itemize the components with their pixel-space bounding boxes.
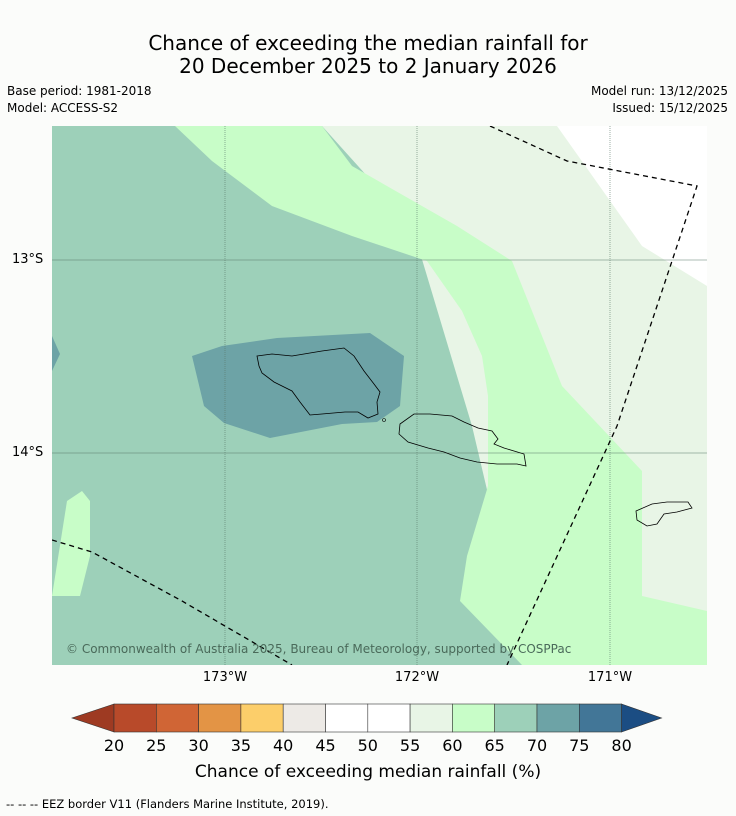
colorbar-tick-label: 60 [442,736,463,755]
colorbar-box [367,703,411,733]
colorbar-tick-label: 35 [230,736,252,755]
colorbar-box [409,703,453,733]
island-upolu [398,413,527,467]
colorbar-tick-label: 55 [399,736,421,755]
base-period: Base period: 1981-2018 [7,84,152,98]
map-title-line1: Chance of exceeding the median rainfall … [148,31,588,55]
copyright-text: © Commonwealth of Australia 2025, Bureau… [66,642,571,656]
colorbar-box [282,703,326,733]
colorbar-box [198,703,242,733]
colorbar-box [325,703,369,733]
colorbar-arrow-high [621,703,663,733]
colorbar-tick-label: 30 [188,736,209,755]
eez-legend: -- -- -- EEZ border V11 (Flanders Marine… [6,797,329,811]
colorbar-box [113,703,157,733]
colorbar-box [240,703,284,733]
colorbar-box [494,703,538,733]
colorbar-tick-label: 65 [484,736,505,755]
lon-label-171W: 171°W [587,670,633,685]
colorbar-tick-label: 70 [526,736,548,755]
colorbar-arrow-low [71,703,115,733]
island-small [382,418,386,422]
zone-70-75 [192,333,404,438]
colorbar-tick-label: 40 [273,736,294,755]
colorbar-label: Chance of exceeding median rainfall (%) [194,762,542,782]
colorbar-box [452,703,495,733]
colorbar-tick-label: 75 [569,736,590,755]
zone-60-65-west [52,491,90,596]
colorbar-box [536,703,580,733]
lon-label-172W: 172°W [394,670,440,685]
lon-label-173W: 173°W [202,670,248,685]
colorbar-box [156,703,199,733]
zone-60-65 [175,126,707,665]
island-tutuila [635,501,693,527]
model-name: Model: ACCESS-S2 [7,101,119,115]
colorbar-tick-label: 45 [315,736,336,755]
island-savaii [256,347,381,419]
colorbar [71,703,663,733]
colorbar-tick-label: 80 [611,736,632,755]
lat-label-13S: 13°S [12,252,44,267]
lat-label-14S: 14°S [12,445,44,460]
eez-border-west [52,539,293,665]
zone-70-75-edge [52,336,60,371]
map-title-line2: 20 December 2025 to 2 January 2026 [179,54,557,78]
colorbar-tick-label: 25 [146,736,167,755]
issued-date: Issued: 15/12/2025 [612,101,728,115]
eez-border-east [489,126,698,665]
colorbar-tick-label: 50 [357,736,378,755]
colorbar-tick-label: 20 [103,736,125,755]
rainfall-map: © Commonwealth of Australia 2025, Bureau… [52,126,707,665]
model-run: Model run: 13/12/2025 [590,84,728,98]
colorbar-box [578,703,622,733]
